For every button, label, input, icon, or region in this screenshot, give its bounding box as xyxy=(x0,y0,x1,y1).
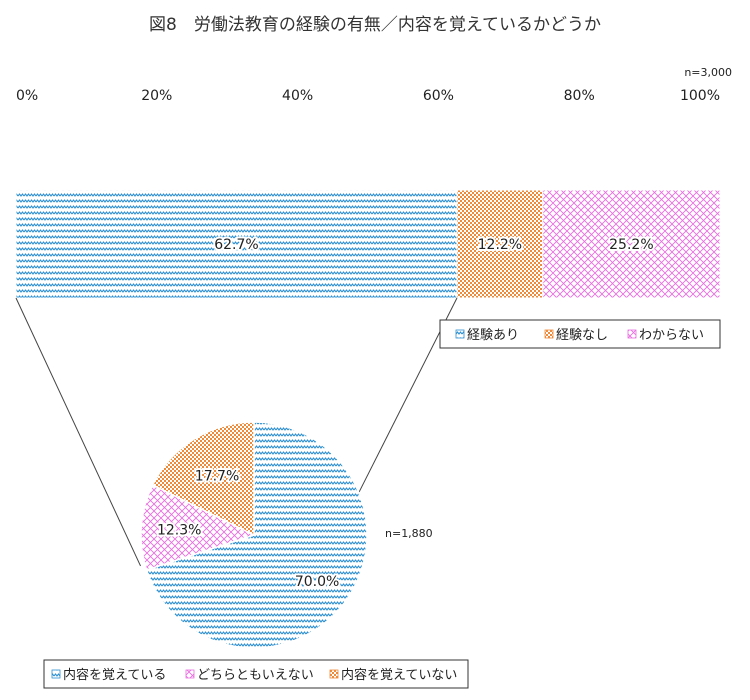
pie-data-label-halo: 70.0% xyxy=(295,574,339,590)
x-tick-label: 60% xyxy=(423,88,454,104)
pie-legend-label: どちらともいえない xyxy=(197,668,314,683)
bar-data-label-halo: 62.7% xyxy=(214,237,258,253)
bar-sample-note: n=3,000 xyxy=(684,66,732,79)
pie-chart xyxy=(140,421,368,649)
bar-segment-0 xyxy=(15,189,458,299)
pie-data-labels: 70.0%70.0%12.3%12.3%17.7%17.7% xyxy=(155,467,341,592)
connector-line-left xyxy=(15,297,141,567)
bar-legend-label: わからない xyxy=(639,328,704,343)
bar-segment-1 xyxy=(456,189,544,299)
bar-legend-box xyxy=(439,319,721,349)
pie-legend-swatch xyxy=(329,669,339,679)
pie-legend-swatch xyxy=(51,669,61,679)
figure-title: 図8 労働法教育の経験の有無／内容を覚えているかどうか xyxy=(149,15,601,35)
pie-data-label: 17.7% xyxy=(195,469,239,485)
bar-legend: 経験あり 経験なし わからない xyxy=(439,319,721,349)
pie-legend-swatch xyxy=(185,669,195,679)
pie-slice-1 xyxy=(140,483,256,571)
x-tick-label: 100% xyxy=(680,88,720,104)
bar-data-label: 25.2% xyxy=(609,237,653,253)
x-tick-label: 40% xyxy=(282,88,313,104)
pie-slice-2 xyxy=(151,421,255,537)
x-tick-label: 0% xyxy=(16,88,38,104)
pie-data-label-halo: 12.3% xyxy=(157,523,201,539)
x-tick-label: 20% xyxy=(141,88,172,104)
bar-legend-swatch xyxy=(455,329,465,339)
pie-data-label: 12.3% xyxy=(157,523,201,539)
pie-slice-0 xyxy=(145,421,368,649)
bar-legend-label: 経験なし xyxy=(556,328,608,343)
pie-legend: 内容を覚えている どちらともいえない 内容を覚えていない xyxy=(43,659,469,689)
bar-data-label: 62.7% xyxy=(214,237,258,253)
bar-data-labels: 62.7%62.7% 12.2%12.2% 25.2%25.2% xyxy=(212,235,655,255)
bar-data-label-halo: 12.2% xyxy=(478,237,522,253)
pie-data-label: 70.0% xyxy=(295,574,339,590)
bar-segment-2 xyxy=(542,189,721,299)
bar-x-axis: 0% 20% 40% 60% 80% 100% xyxy=(16,88,720,104)
x-tick-label: 80% xyxy=(564,88,595,104)
stacked-bar xyxy=(15,189,721,299)
bar-legend-label: 経験あり xyxy=(467,328,519,343)
bar-data-label-halo: 25.2% xyxy=(609,237,653,253)
pie-data-label-halo: 17.7% xyxy=(195,469,239,485)
pie-legend-label: 内容を覚えている xyxy=(63,667,166,683)
bar-legend-swatch xyxy=(544,329,554,339)
bar-data-label: 12.2% xyxy=(478,237,522,253)
bar-legend-swatch xyxy=(627,329,637,339)
pie-sample-note: n=1,880 xyxy=(385,527,433,540)
pie-legend-label: 内容を覚えていない xyxy=(341,667,457,683)
pie-legend-box xyxy=(43,659,469,689)
